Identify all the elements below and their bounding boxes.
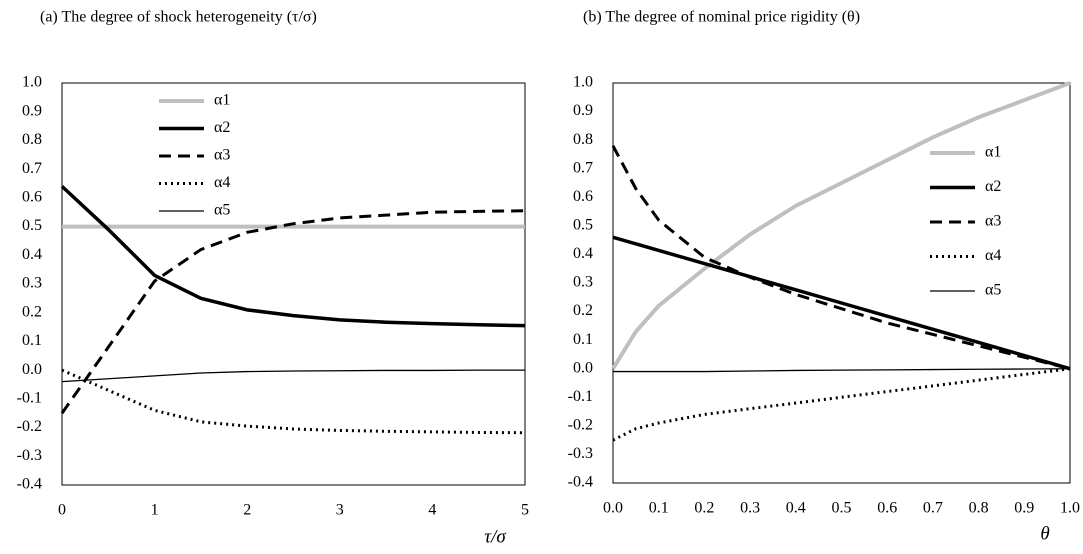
line-series [612, 367, 1071, 442]
x-tick-label: 4 [428, 502, 436, 519]
y-tick-label: 0.0 [22, 361, 42, 378]
legend-label: α1 [214, 92, 230, 109]
legend-label: α1 [985, 144, 1001, 161]
y-tick-label: 0.4 [573, 245, 593, 262]
legend-label: α5 [985, 282, 1001, 299]
line-series [611, 81, 1071, 370]
y-tick-label: 0.1 [573, 331, 593, 348]
x-tick-label: 1.0 [1060, 500, 1080, 517]
y-tick-label: 0.9 [22, 102, 42, 119]
y-tick-label: -0.3 [568, 445, 593, 462]
line-series [611, 145, 1071, 371]
x-tick-label: 0 [58, 502, 66, 519]
y-tick-label: -0.4 [17, 476, 42, 493]
chart-title: (b) The degree of nominal price rigidity… [583, 9, 860, 26]
plot-frame [61, 82, 526, 486]
x-axis-label: τ/σ [484, 526, 506, 547]
x-tick-label: 0.2 [694, 500, 714, 517]
line-series [613, 368, 1071, 373]
y-tick-label: 0.7 [573, 159, 593, 176]
legend-label: α3 [985, 213, 1001, 230]
y-tick-label: 0.6 [22, 189, 42, 206]
y-tick-label: 0.2 [573, 302, 593, 319]
legend-label: α4 [214, 174, 230, 191]
x-tick-label: 0.1 [649, 500, 669, 517]
x-axis-label: θ [1040, 523, 1049, 544]
x-tick-label: 0.5 [832, 500, 852, 517]
y-tick-label: 0.8 [22, 131, 42, 148]
line-series [60, 185, 526, 328]
x-tick-label: 5 [521, 502, 529, 519]
y-tick-label: 0.4 [22, 246, 42, 263]
x-tick-label: 0.7 [923, 500, 943, 517]
y-tick-label: 0.6 [573, 188, 593, 205]
x-tick-label: 0.3 [740, 500, 760, 517]
legend-label: α2 [985, 178, 1001, 195]
line-series [60, 209, 526, 415]
y-tick-label: 0.0 [573, 359, 593, 376]
x-tick-label: 0.0 [603, 500, 623, 517]
y-tick-label: 0.3 [22, 275, 42, 292]
plot-frame [612, 82, 1071, 484]
y-tick-label: -0.3 [17, 447, 42, 464]
y-tick-label: -0.2 [17, 418, 42, 435]
chart-title: (a) The degree of shock heterogeneity (τ… [40, 9, 317, 26]
y-tick-label: -0.1 [17, 390, 42, 407]
x-tick-label: 0.4 [786, 500, 806, 517]
line-series [61, 368, 526, 435]
legend-label: α2 [214, 119, 230, 136]
y-tick-label: 0.1 [22, 332, 42, 349]
y-tick-label: 0.3 [573, 274, 593, 291]
y-tick-label: 0.7 [22, 160, 42, 177]
y-tick-label: 0.5 [573, 217, 593, 234]
y-tick-label: 1.0 [573, 74, 593, 91]
legend-label: α3 [214, 147, 230, 164]
y-tick-label: 0.5 [22, 217, 42, 234]
x-tick-label: 0.8 [969, 500, 989, 517]
y-tick-label: -0.1 [568, 388, 593, 405]
y-tick-label: 0.9 [573, 102, 593, 119]
x-tick-label: 1 [151, 502, 159, 519]
y-tick-label: 1.0 [22, 74, 42, 91]
legend-label: α4 [985, 247, 1001, 264]
y-tick-label: -0.2 [568, 417, 593, 434]
x-tick-label: 0.6 [877, 500, 897, 517]
y-tick-label: 0.2 [22, 303, 42, 320]
line-series [61, 369, 525, 383]
x-tick-label: 3 [336, 502, 344, 519]
x-tick-label: 0.9 [1014, 500, 1034, 517]
line-series [612, 235, 1071, 371]
x-tick-label: 2 [243, 502, 251, 519]
legend-label: α5 [214, 202, 230, 219]
y-tick-label: 0.8 [573, 131, 593, 148]
y-tick-label: -0.4 [568, 474, 593, 491]
